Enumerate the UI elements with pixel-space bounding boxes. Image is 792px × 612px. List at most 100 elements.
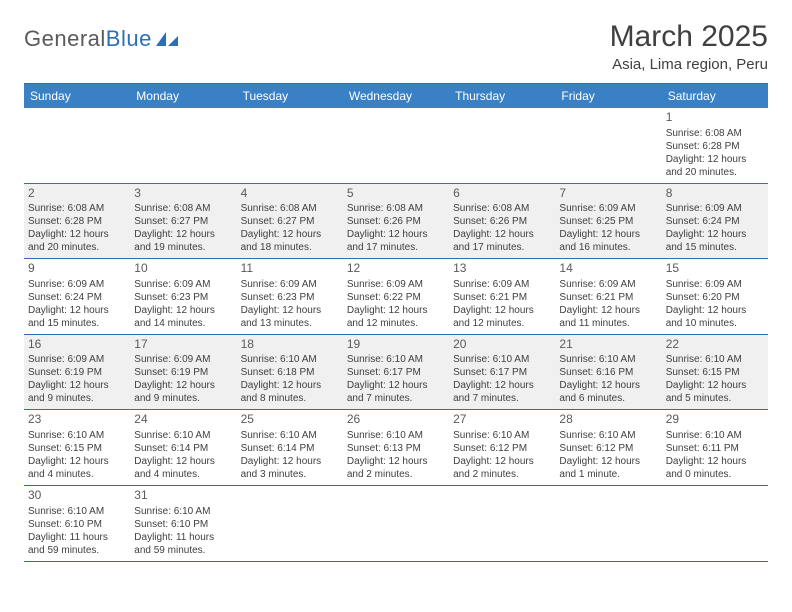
day-cell: 23Sunrise: 6:10 AMSunset: 6:15 PMDayligh…	[24, 410, 130, 485]
daylight-text: Daylight: 12 hours and 2 minutes.	[453, 455, 551, 481]
day-number: 14	[559, 261, 657, 277]
calendar-page: GeneralBlue March 2025 Asia, Lima region…	[0, 0, 792, 582]
day-cell: 31Sunrise: 6:10 AMSunset: 6:10 PMDayligh…	[130, 486, 236, 561]
day-number: 24	[134, 412, 232, 428]
sunrise-text: Sunrise: 6:08 AM	[347, 202, 445, 215]
sunset-text: Sunset: 6:26 PM	[453, 215, 551, 228]
day-number: 8	[666, 186, 764, 202]
weekday-header: Tuesday	[237, 84, 343, 108]
day-number: 13	[453, 261, 551, 277]
daylight-text: Daylight: 11 hours and 59 minutes.	[28, 531, 126, 557]
sunset-text: Sunset: 6:22 PM	[347, 291, 445, 304]
sunrise-text: Sunrise: 6:10 AM	[453, 353, 551, 366]
day-number: 31	[134, 488, 232, 504]
calendar-grid: SundayMondayTuesdayWednesdayThursdayFrid…	[24, 83, 768, 562]
daylight-text: Daylight: 12 hours and 11 minutes.	[559, 304, 657, 330]
day-cell: 21Sunrise: 6:10 AMSunset: 6:16 PMDayligh…	[555, 335, 661, 410]
daylight-text: Daylight: 12 hours and 9 minutes.	[28, 379, 126, 405]
day-cell: 28Sunrise: 6:10 AMSunset: 6:12 PMDayligh…	[555, 410, 661, 485]
week-row: 23Sunrise: 6:10 AMSunset: 6:15 PMDayligh…	[24, 410, 768, 486]
day-number: 19	[347, 337, 445, 353]
sunset-text: Sunset: 6:19 PM	[28, 366, 126, 379]
day-cell: 5Sunrise: 6:08 AMSunset: 6:26 PMDaylight…	[343, 184, 449, 259]
day-number: 16	[28, 337, 126, 353]
daylight-text: Daylight: 12 hours and 15 minutes.	[666, 228, 764, 254]
daylight-text: Daylight: 12 hours and 5 minutes.	[666, 379, 764, 405]
day-number: 29	[666, 412, 764, 428]
sunset-text: Sunset: 6:12 PM	[453, 442, 551, 455]
day-cell: 24Sunrise: 6:10 AMSunset: 6:14 PMDayligh…	[130, 410, 236, 485]
sunrise-text: Sunrise: 6:08 AM	[134, 202, 232, 215]
day-cell: 25Sunrise: 6:10 AMSunset: 6:14 PMDayligh…	[237, 410, 343, 485]
day-cell: 18Sunrise: 6:10 AMSunset: 6:18 PMDayligh…	[237, 335, 343, 410]
day-cell: 27Sunrise: 6:10 AMSunset: 6:12 PMDayligh…	[449, 410, 555, 485]
weekday-header: Wednesday	[343, 84, 449, 108]
day-number: 6	[453, 186, 551, 202]
day-number: 3	[134, 186, 232, 202]
sunset-text: Sunset: 6:14 PM	[134, 442, 232, 455]
sunset-text: Sunset: 6:28 PM	[28, 215, 126, 228]
day-cell	[662, 486, 768, 561]
sunrise-text: Sunrise: 6:09 AM	[347, 278, 445, 291]
weekday-header: Friday	[555, 84, 661, 108]
day-number: 4	[241, 186, 339, 202]
day-number: 28	[559, 412, 657, 428]
day-cell	[237, 486, 343, 561]
daylight-text: Daylight: 12 hours and 18 minutes.	[241, 228, 339, 254]
sunrise-text: Sunrise: 6:10 AM	[28, 429, 126, 442]
day-cell: 20Sunrise: 6:10 AMSunset: 6:17 PMDayligh…	[449, 335, 555, 410]
sunrise-text: Sunrise: 6:10 AM	[241, 429, 339, 442]
day-cell: 29Sunrise: 6:10 AMSunset: 6:11 PMDayligh…	[662, 410, 768, 485]
day-cell: 6Sunrise: 6:08 AMSunset: 6:26 PMDaylight…	[449, 184, 555, 259]
sunrise-text: Sunrise: 6:10 AM	[134, 429, 232, 442]
sunrise-text: Sunrise: 6:09 AM	[241, 278, 339, 291]
day-cell: 12Sunrise: 6:09 AMSunset: 6:22 PMDayligh…	[343, 259, 449, 334]
sunset-text: Sunset: 6:13 PM	[347, 442, 445, 455]
sunrise-text: Sunrise: 6:10 AM	[28, 505, 126, 518]
daylight-text: Daylight: 12 hours and 20 minutes.	[28, 228, 126, 254]
day-cell: 30Sunrise: 6:10 AMSunset: 6:10 PMDayligh…	[24, 486, 130, 561]
day-cell	[130, 108, 236, 183]
page-header: GeneralBlue March 2025 Asia, Lima region…	[24, 20, 768, 73]
daylight-text: Daylight: 12 hours and 13 minutes.	[241, 304, 339, 330]
day-number: 15	[666, 261, 764, 277]
day-cell: 22Sunrise: 6:10 AMSunset: 6:15 PMDayligh…	[662, 335, 768, 410]
sunrise-text: Sunrise: 6:10 AM	[347, 429, 445, 442]
sunrise-text: Sunrise: 6:10 AM	[559, 353, 657, 366]
sunrise-text: Sunrise: 6:09 AM	[134, 278, 232, 291]
day-cell: 11Sunrise: 6:09 AMSunset: 6:23 PMDayligh…	[237, 259, 343, 334]
day-number: 27	[453, 412, 551, 428]
day-number: 26	[347, 412, 445, 428]
week-row: 2Sunrise: 6:08 AMSunset: 6:28 PMDaylight…	[24, 184, 768, 260]
day-cell: 19Sunrise: 6:10 AMSunset: 6:17 PMDayligh…	[343, 335, 449, 410]
week-row: 30Sunrise: 6:10 AMSunset: 6:10 PMDayligh…	[24, 486, 768, 562]
day-number: 17	[134, 337, 232, 353]
day-number: 11	[241, 261, 339, 277]
daylight-text: Daylight: 12 hours and 4 minutes.	[134, 455, 232, 481]
sunrise-text: Sunrise: 6:09 AM	[666, 278, 764, 291]
day-number: 22	[666, 337, 764, 353]
day-number: 25	[241, 412, 339, 428]
day-cell: 3Sunrise: 6:08 AMSunset: 6:27 PMDaylight…	[130, 184, 236, 259]
day-cell: 8Sunrise: 6:09 AMSunset: 6:24 PMDaylight…	[662, 184, 768, 259]
sunrise-text: Sunrise: 6:08 AM	[28, 202, 126, 215]
sunset-text: Sunset: 6:24 PM	[28, 291, 126, 304]
daylight-text: Daylight: 12 hours and 9 minutes.	[134, 379, 232, 405]
sunset-text: Sunset: 6:19 PM	[134, 366, 232, 379]
week-row: 9Sunrise: 6:09 AMSunset: 6:24 PMDaylight…	[24, 259, 768, 335]
daylight-text: Daylight: 12 hours and 1 minute.	[559, 455, 657, 481]
day-cell	[555, 486, 661, 561]
sunrise-text: Sunrise: 6:09 AM	[134, 353, 232, 366]
sunset-text: Sunset: 6:10 PM	[134, 518, 232, 531]
sunset-text: Sunset: 6:27 PM	[134, 215, 232, 228]
day-cell	[449, 486, 555, 561]
day-cell: 2Sunrise: 6:08 AMSunset: 6:28 PMDaylight…	[24, 184, 130, 259]
week-row: 1Sunrise: 6:08 AMSunset: 6:28 PMDaylight…	[24, 108, 768, 184]
sunrise-text: Sunrise: 6:09 AM	[28, 278, 126, 291]
day-cell: 13Sunrise: 6:09 AMSunset: 6:21 PMDayligh…	[449, 259, 555, 334]
logo-text-blue: Blue	[106, 26, 152, 52]
daylight-text: Daylight: 12 hours and 2 minutes.	[347, 455, 445, 481]
daylight-text: Daylight: 12 hours and 7 minutes.	[453, 379, 551, 405]
day-cell: 4Sunrise: 6:08 AMSunset: 6:27 PMDaylight…	[237, 184, 343, 259]
daylight-text: Daylight: 12 hours and 15 minutes.	[28, 304, 126, 330]
